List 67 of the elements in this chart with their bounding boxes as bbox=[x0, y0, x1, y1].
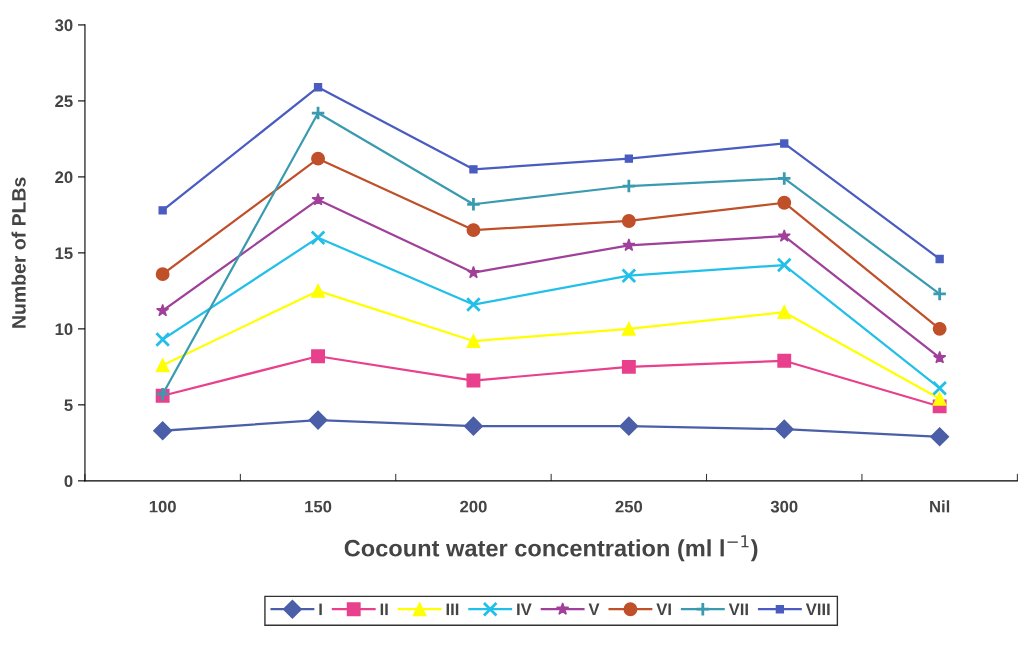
point bbox=[158, 206, 167, 215]
legend-label: IV bbox=[517, 603, 532, 616]
point bbox=[155, 358, 170, 373]
x-tick-label: 300 bbox=[770, 500, 798, 513]
point bbox=[311, 192, 325, 206]
y-axis-title: Number of PLBs bbox=[11, 177, 26, 328]
y-tick-label: 10 bbox=[55, 323, 73, 336]
y-tick-label: 0 bbox=[64, 475, 73, 488]
point bbox=[308, 410, 328, 430]
point bbox=[621, 178, 637, 194]
point bbox=[621, 321, 636, 336]
point bbox=[777, 229, 791, 242]
legend-label: I bbox=[319, 603, 322, 616]
point bbox=[311, 349, 325, 364]
x-axis-title: Cocount water concentration (ml l$^{−1}$) bbox=[344, 535, 758, 562]
y-tick-label: 30 bbox=[54, 19, 73, 32]
point bbox=[465, 296, 482, 313]
x-tick-label: 200 bbox=[460, 500, 487, 513]
y-tick-label: 20 bbox=[55, 171, 73, 184]
point bbox=[311, 283, 325, 298]
point bbox=[777, 195, 792, 210]
point bbox=[621, 268, 637, 284]
x-tick-label: 250 bbox=[615, 500, 643, 513]
x-tick-label: 150 bbox=[305, 500, 332, 513]
point bbox=[621, 359, 636, 374]
legend-label: VII bbox=[728, 603, 748, 616]
point bbox=[469, 165, 478, 174]
legend-label: VIII bbox=[805, 603, 830, 616]
point bbox=[466, 265, 481, 279]
point bbox=[465, 196, 482, 212]
point bbox=[310, 105, 326, 121]
point bbox=[932, 286, 948, 302]
point bbox=[466, 334, 481, 348]
point bbox=[930, 427, 950, 447]
point bbox=[155, 267, 170, 282]
point bbox=[624, 154, 634, 163]
point bbox=[153, 421, 173, 441]
legend-label: V bbox=[588, 603, 600, 616]
point bbox=[313, 83, 323, 92]
x-tick-label: Nil bbox=[930, 500, 950, 513]
point bbox=[776, 170, 792, 187]
point bbox=[780, 139, 789, 148]
y-tick-label: 15 bbox=[55, 247, 73, 260]
point bbox=[621, 214, 636, 228]
point bbox=[155, 331, 171, 348]
point bbox=[622, 238, 636, 252]
y-tick-label: 5 bbox=[64, 399, 73, 412]
legend-label: III bbox=[446, 603, 459, 616]
point bbox=[311, 151, 325, 166]
y-tick-label: 25 bbox=[55, 95, 73, 108]
point bbox=[774, 419, 794, 439]
legend-label: II bbox=[380, 603, 388, 616]
legend-label: VI bbox=[656, 603, 671, 616]
point bbox=[776, 257, 792, 273]
point bbox=[932, 380, 948, 396]
point bbox=[935, 254, 944, 264]
point bbox=[777, 305, 792, 320]
point bbox=[156, 303, 170, 317]
point bbox=[310, 230, 326, 246]
point bbox=[619, 416, 639, 436]
point bbox=[933, 350, 947, 364]
point bbox=[466, 223, 481, 238]
point bbox=[463, 416, 483, 436]
x-tick-label: 100 bbox=[149, 500, 176, 513]
point bbox=[932, 391, 947, 406]
point bbox=[932, 321, 947, 336]
point bbox=[777, 353, 792, 368]
